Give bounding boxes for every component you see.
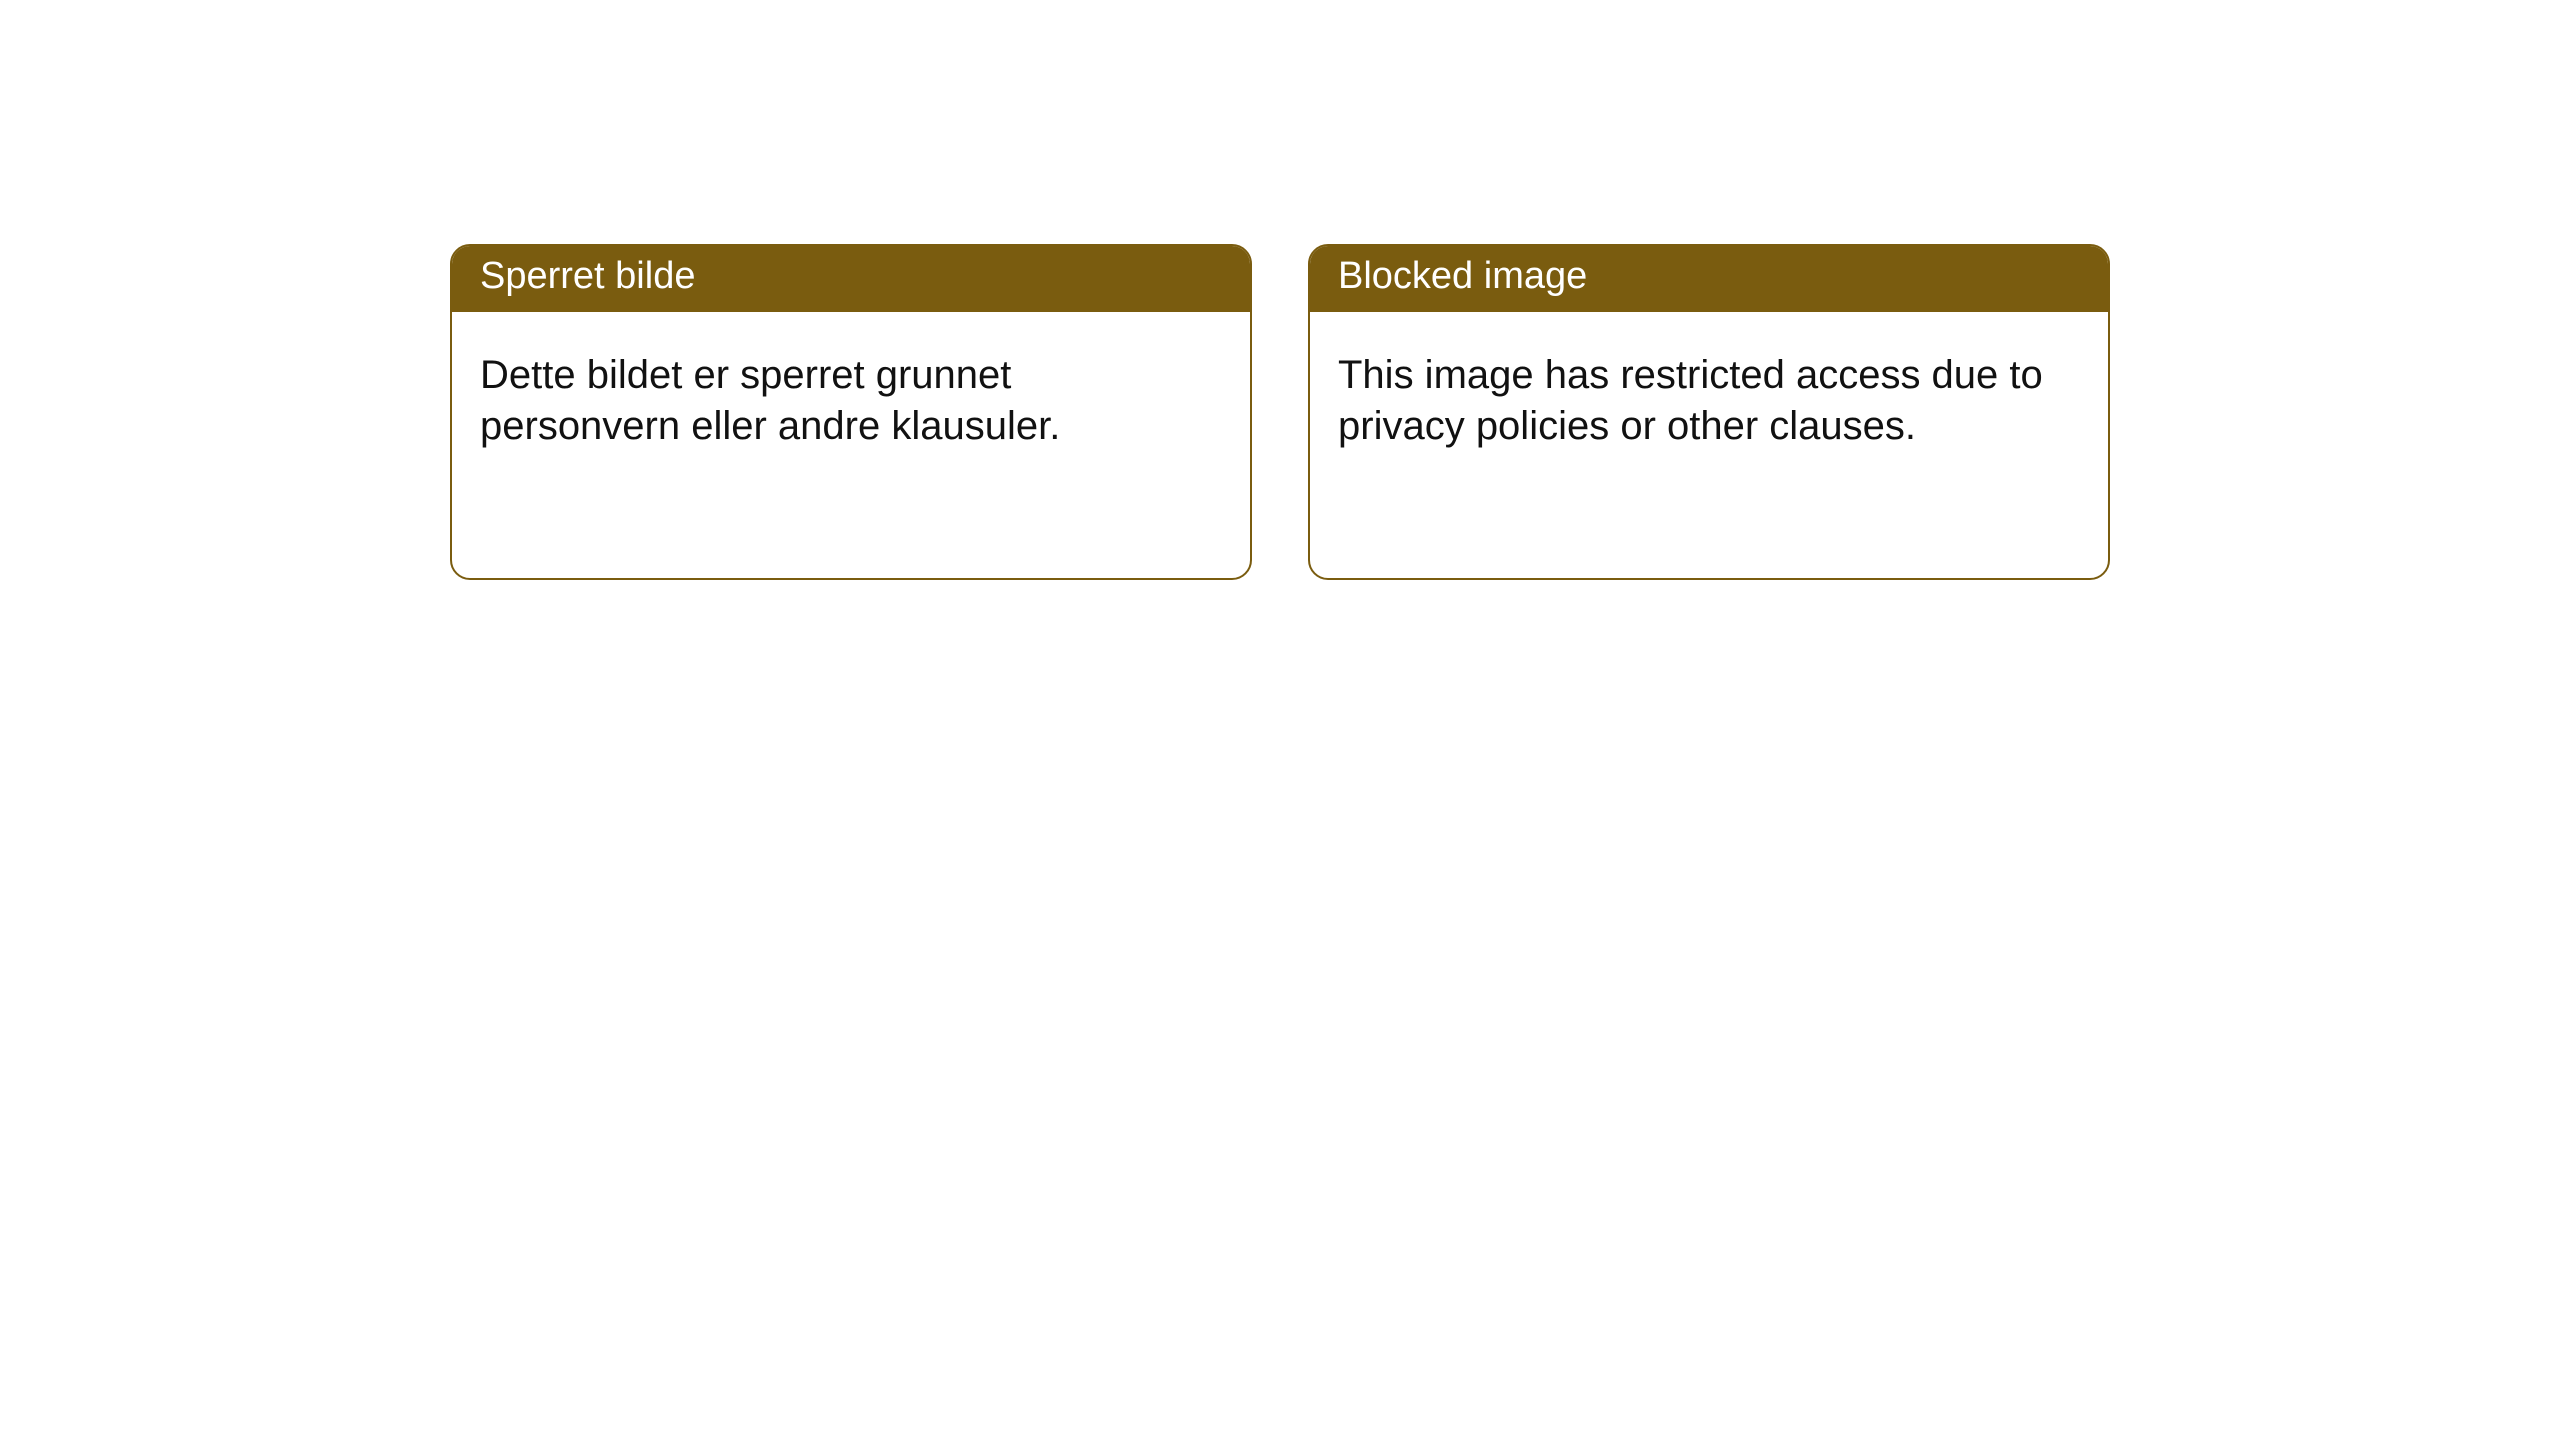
notice-card-english: Blocked image This image has restricted … [1308,244,2110,580]
notice-container: Sperret bilde Dette bildet er sperret gr… [0,0,2560,580]
notice-card-body: Dette bildet er sperret grunnet personve… [452,312,1250,480]
notice-card-title: Blocked image [1310,246,2108,312]
notice-card-body: This image has restricted access due to … [1310,312,2108,480]
notice-card-norwegian: Sperret bilde Dette bildet er sperret gr… [450,244,1252,580]
notice-card-title: Sperret bilde [452,246,1250,312]
